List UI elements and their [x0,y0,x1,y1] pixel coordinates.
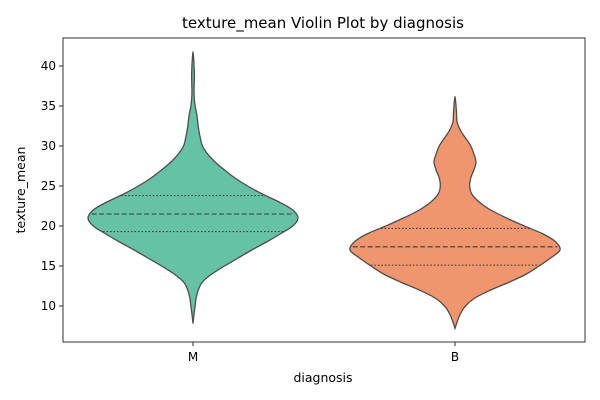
y-tick-label: 40 [41,59,56,73]
x-tick-label: M [188,350,198,364]
y-tick-label: 30 [41,139,56,153]
chart-title: texture_mean Violin Plot by diagnosis [182,14,464,33]
y-axis-label: texture_mean [13,147,28,234]
violin-body-M [87,50,299,324]
plot-frame [62,37,586,343]
violins-layer [87,50,561,331]
x-axis-label: diagnosis [293,370,352,385]
y-tick-label: 25 [41,179,56,193]
violin-body-B [349,95,561,331]
y-tick-label: 35 [41,99,56,113]
violin-M [87,50,299,324]
y-axis: 10 15 20 25 30 35 40 [41,59,63,313]
y-tick-label: 20 [41,219,56,233]
violin-B [349,95,561,331]
y-tick-label: 15 [41,259,56,273]
x-tick-label: B [451,350,459,364]
y-tick-label: 10 [41,299,56,313]
